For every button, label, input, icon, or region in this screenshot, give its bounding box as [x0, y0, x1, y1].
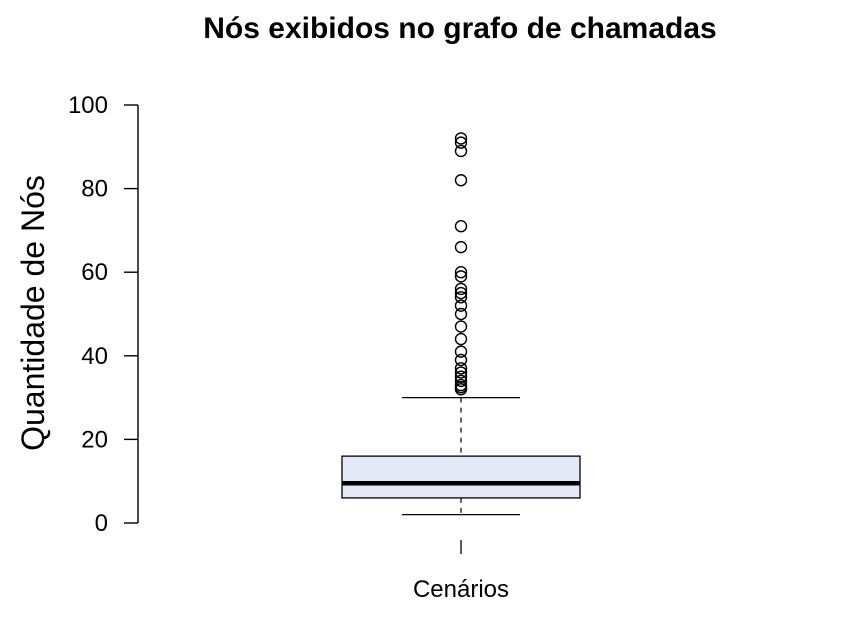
outlier-point-1 [454, 136, 468, 149]
outlier-point-18 [454, 366, 468, 379]
y-tick-label-60: 60 [81, 259, 108, 286]
y-axis: 0 20 40 60 80 100 [68, 92, 139, 537]
outlier-point-7 [454, 270, 468, 283]
y-tick-label-80: 80 [81, 176, 108, 203]
outlier-point-23 [454, 383, 468, 396]
x-axis-label: Cenários [413, 576, 509, 603]
outlier-point-3 [454, 174, 468, 187]
outlier-point-4 [454, 220, 468, 233]
boxplot [341, 396, 581, 554]
outlier-points [454, 132, 468, 396]
outlier-point-5 [454, 240, 468, 254]
outlier-point-6 [454, 266, 468, 279]
y-tick-label-20: 20 [81, 426, 108, 453]
y-axis-label: Quantidade de Nós [15, 175, 51, 451]
outlier-point-17 [454, 362, 468, 375]
outlier-point-2 [454, 144, 468, 158]
y-tick-label-0: 0 [95, 510, 108, 537]
y-tick-label-100: 100 [68, 92, 108, 119]
y-tick-label-40: 40 [81, 343, 108, 370]
outlier-point-0 [454, 132, 468, 145]
chart-title: Nós exibidos no grafo de chamadas [203, 12, 716, 45]
iqr-box [341, 455, 581, 499]
outlier-point-16 [454, 353, 468, 367]
outlier-point-20 [454, 374, 468, 388]
outlier-point-11 [454, 299, 468, 312]
outlier-point-12 [454, 307, 468, 321]
outlier-point-15 [454, 345, 468, 358]
outlier-point-9 [454, 286, 468, 300]
outlier-point-10 [454, 291, 468, 304]
outlier-point-14 [454, 332, 468, 346]
outlier-point-8 [454, 282, 468, 296]
outlier-point-13 [454, 320, 468, 333]
